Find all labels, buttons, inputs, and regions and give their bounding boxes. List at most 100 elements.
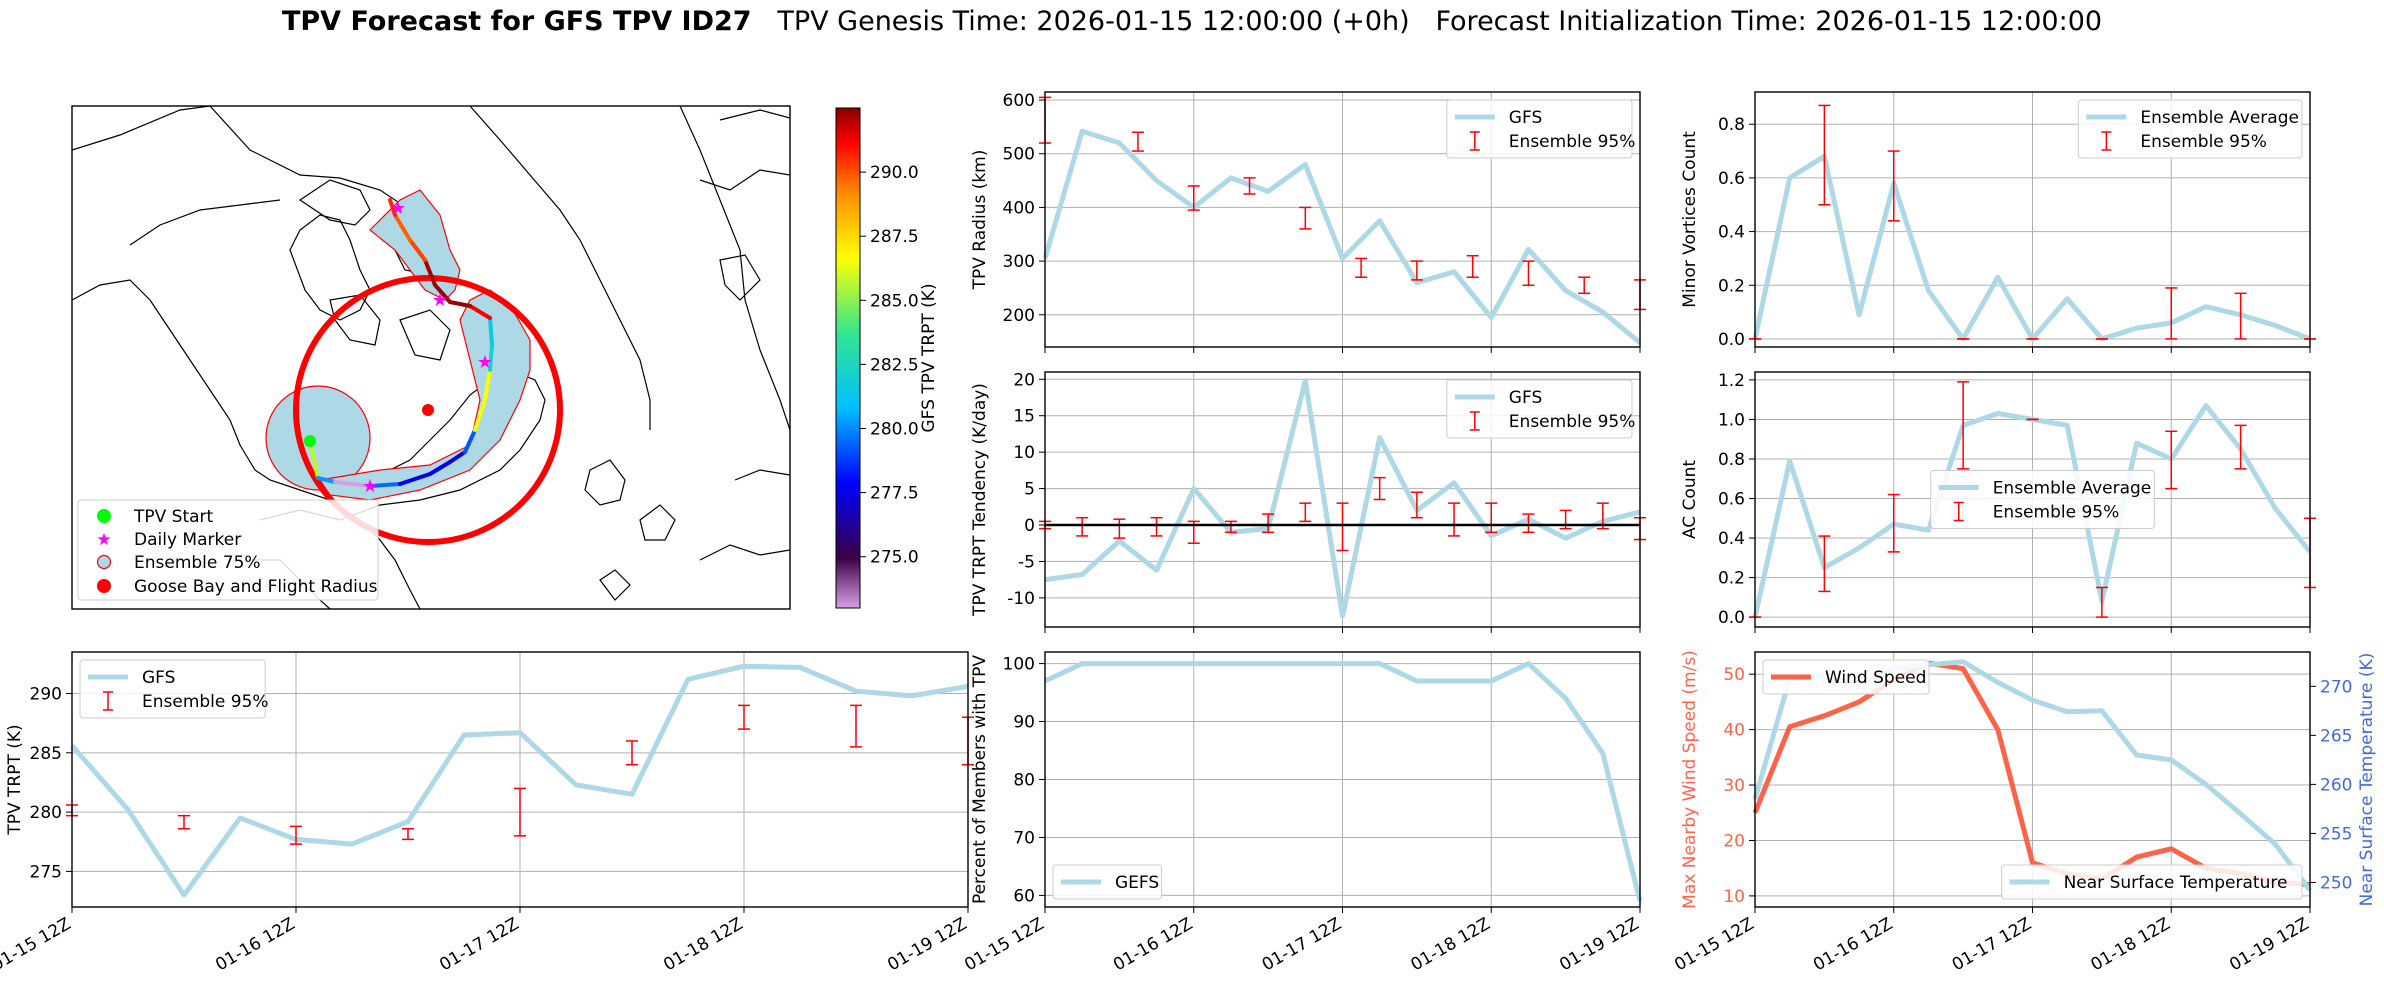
legend-frame (2077, 99, 2303, 159)
legend-frame (1762, 659, 1930, 695)
x-tick-label: 01-15 12Z (961, 914, 1047, 975)
y-tick-label: 285 (30, 744, 62, 764)
track-segment (488, 316, 494, 347)
x-tick-label: 01-17 12Z (1259, 914, 1345, 975)
y-tick-label: 500 (1003, 145, 1035, 165)
legend-label: Ensemble 95% (2140, 132, 2267, 152)
x-tick-label: 01-16 12Z (1810, 914, 1896, 975)
map-legend: TPV Start ★ Daily Marker Ensemble 75% Go… (77, 499, 379, 601)
chart-members: 01-15 12Z 01-16 12Z 01-17 12Z 01-18 12Z 01-1… (961, 651, 1643, 975)
y-tick-label: 1.2 (1718, 371, 1745, 391)
figure-title: TPV Forecast for GFS TPV ID27 TPV Genesi… (0, 6, 2384, 37)
flight-radius-circle (293, 275, 563, 545)
legend-label: GFS (142, 668, 175, 688)
legend-frame (1052, 864, 1162, 900)
legend-goose-bay: Goose Bay and Flight Radius (134, 577, 378, 597)
genesis-time: TPV Genesis Time: 2026-01-15 12:00:00 (+… (777, 6, 1410, 37)
y-axis-label: TPV TRPT Tendency (K/day) (970, 383, 990, 617)
y-tick-label: 10 (1723, 887, 1745, 907)
legend-label: Ensemble 95% (1509, 412, 1636, 432)
y-right-tick-label: 255 (2320, 824, 2352, 844)
track-segment (398, 472, 432, 486)
init-time: Forecast Initialization Time: 2026-01-15… (1435, 6, 2103, 37)
legend-label: Ensemble 95% (1993, 503, 2120, 523)
track-segment (488, 343, 494, 372)
y-tick-label: 275 (30, 862, 62, 882)
y-tick-label: 30 (1723, 776, 1745, 796)
y-tick-label: 20 (1723, 831, 1745, 851)
daily-marker: ★ (477, 352, 493, 373)
title-bold: TPV Forecast for GFS TPV ID27 (281, 6, 752, 37)
y-tick-label: 280 (30, 803, 62, 823)
x-tick-label: 01-19 12Z (884, 914, 970, 975)
y-tick-label: 70 (1013, 828, 1035, 848)
legend: Wind Speed (1762, 659, 1930, 695)
colorbar-tick-label: 280.0 (870, 420, 919, 440)
y-axis-label: Minor Vortices Count (1680, 131, 1700, 308)
legend-frame (1930, 470, 2155, 529)
track-segment (316, 476, 337, 484)
x-tick-label: 01-17 12Z (436, 914, 522, 975)
legend-label: Ensemble 95% (1509, 132, 1636, 152)
y-tick-label: 90 (1013, 713, 1035, 733)
legend-frame (2001, 864, 2303, 900)
chart-minor-vortices: 0.0 0.2 0.4 0.6 0.8 Minor Vortices Count Ensem… (1680, 91, 2316, 353)
y-tick-label: 0.6 (1718, 490, 1745, 510)
y-tick-label: 1.0 (1718, 410, 1745, 430)
chart-radius: 200 300 400 500 600 TPV Radius (km) GFS Ensembl… (970, 91, 1646, 353)
y-right-tick-label: 260 (2320, 775, 2352, 795)
legend: GEFS (1052, 864, 1162, 900)
track-segment (483, 368, 492, 402)
x-tick-label: 01-19 12Z (2226, 914, 2312, 975)
legend: Ensemble Average Ensemble 95% (1930, 470, 2155, 529)
tpv-start-marker (304, 435, 316, 447)
axes-frame (1754, 651, 2311, 908)
y-tick-label: 20 (1013, 370, 1035, 390)
y-tick-label: 15 (1013, 407, 1035, 427)
legend-tpv-start: TPV Start (133, 507, 214, 527)
y-axis-label: Percent of Members with TPV (970, 655, 990, 904)
legend: Ensemble Average Ensemble 95% (2077, 99, 2303, 159)
axes-frame (71, 651, 969, 908)
y-tick-label: 0.6 (1718, 169, 1745, 189)
axes-frame (1754, 91, 2311, 348)
y-tick-label: 0.8 (1718, 450, 1745, 470)
track-segment (473, 398, 487, 432)
y-tick-label: 290 (30, 685, 62, 705)
track-segment (433, 283, 452, 304)
y-tick-label: 300 (1003, 252, 1035, 272)
track-segment (408, 238, 427, 262)
legend-label: Near Surface Temperature (2064, 873, 2288, 893)
legend-label: Ensemble Average (1993, 479, 2152, 499)
y-tick-label: 0.0 (1718, 608, 1745, 628)
track-segment (308, 439, 320, 480)
legend-label: GFS (1509, 388, 1542, 408)
colorbar-tick-label: 290.0 (870, 163, 919, 183)
track-segment (423, 258, 437, 287)
y-tick-label: 5 (1024, 480, 1035, 500)
track-segment (428, 460, 452, 476)
y-right-tick-label: 270 (2320, 677, 2352, 697)
axes-frame (1044, 651, 1641, 908)
x-tick-label: 01-18 12Z (660, 914, 746, 975)
legend-daily-marker: Daily Marker (134, 530, 241, 550)
x-tick-label: 01-18 12Z (1407, 914, 1493, 975)
legend-label: GFS (1509, 108, 1542, 128)
y-tick-label: 10 (1013, 443, 1035, 463)
legend-label: Ensemble 95% (142, 692, 269, 712)
y-right-tick-label: 265 (2320, 726, 2352, 746)
track-segment (448, 300, 472, 308)
axes-frame (1044, 91, 1641, 348)
y-tick-label: -5 (1018, 552, 1035, 572)
svg-text:★: ★ (96, 530, 111, 550)
y-tick-label: 40 (1723, 721, 1745, 741)
x-tick-label: 01-18 12Z (2087, 914, 2173, 975)
y-tick-label: 80 (1013, 771, 1035, 791)
x-tick-label: 01-15 12Z (1671, 914, 1757, 975)
x-tick-label: 01-16 12Z (1110, 914, 1196, 975)
y-tick-label: 60 (1013, 886, 1035, 906)
y-right-axis-label: Near Surface Temperature (K) (2357, 653, 2377, 907)
y-axis-label: Max Nearby Wind Speed (m/s) (1680, 650, 1700, 909)
x-tick-label: 01-16 12Z (212, 914, 298, 975)
legend: GFS Ensemble 95% (1446, 379, 1636, 439)
